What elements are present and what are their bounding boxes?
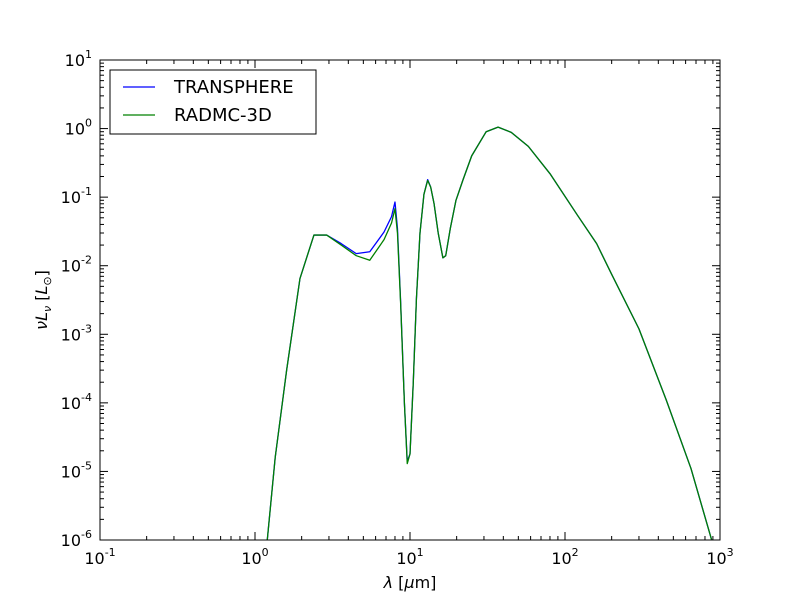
y-tick-label: 10-5 xyxy=(61,459,92,481)
legend-box xyxy=(109,69,317,135)
y-tick-label: 100 xyxy=(65,117,92,139)
tick-layer xyxy=(99,59,721,541)
series-layer xyxy=(266,126,713,540)
y-tick-label: 10-4 xyxy=(61,391,92,413)
series-line-radmc3d xyxy=(266,126,713,540)
x-tick-label: 103 xyxy=(706,546,733,568)
x-tick-label: 100 xyxy=(241,546,268,568)
tick-label-layer: 10-1 100 101 102 103 10-6 10-5 10-4 10-3 10-2 10-1… xyxy=(61,48,734,568)
y-axis-label: νLν [L⊙] xyxy=(32,270,54,330)
x-tick-label: 102 xyxy=(551,546,578,568)
series-line-transphere xyxy=(266,126,713,540)
x-axis-label: λ [μm] xyxy=(383,573,437,592)
legend-label-radmc3d: RADMC-3D xyxy=(174,105,272,126)
y-tick-label: 10-2 xyxy=(61,254,92,276)
y-tick-label: 10-6 xyxy=(61,528,92,550)
legend: TRANSPHERE RADMC-3D xyxy=(109,69,317,135)
legend-label-transphere: TRANSPHERE xyxy=(173,77,294,98)
x-tick-label: 10-1 xyxy=(84,546,115,568)
x-tick-label: 101 xyxy=(396,546,423,568)
y-tick-label: 10-3 xyxy=(61,322,92,344)
y-tick-label: 101 xyxy=(65,48,92,70)
y-tick-label: 10-1 xyxy=(61,185,92,207)
